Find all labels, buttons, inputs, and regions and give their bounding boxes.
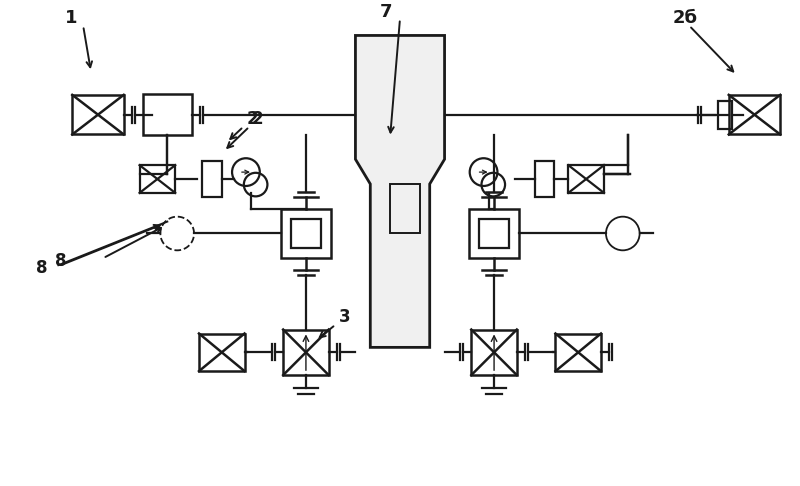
- Bar: [471, 330, 517, 375]
- Polygon shape: [355, 35, 445, 347]
- Bar: [555, 333, 601, 371]
- Bar: [291, 219, 321, 248]
- Bar: [470, 209, 519, 258]
- Bar: [568, 165, 604, 193]
- Text: 2: 2: [246, 109, 258, 128]
- Bar: [199, 333, 245, 371]
- Bar: [390, 184, 420, 233]
- Text: 2: 2: [251, 109, 263, 128]
- Text: 8: 8: [36, 259, 47, 277]
- Bar: [718, 101, 732, 128]
- Bar: [142, 94, 192, 136]
- Text: 3: 3: [338, 308, 350, 326]
- Bar: [281, 209, 330, 258]
- Text: 8: 8: [55, 252, 67, 270]
- Bar: [72, 95, 124, 135]
- Bar: [534, 161, 554, 197]
- Text: 2б: 2б: [672, 9, 698, 27]
- Text: 1: 1: [66, 9, 78, 27]
- Bar: [139, 165, 175, 193]
- Text: 7: 7: [380, 2, 393, 20]
- Bar: [283, 330, 329, 375]
- Bar: [729, 95, 780, 135]
- Bar: [202, 161, 222, 197]
- Bar: [479, 219, 509, 248]
